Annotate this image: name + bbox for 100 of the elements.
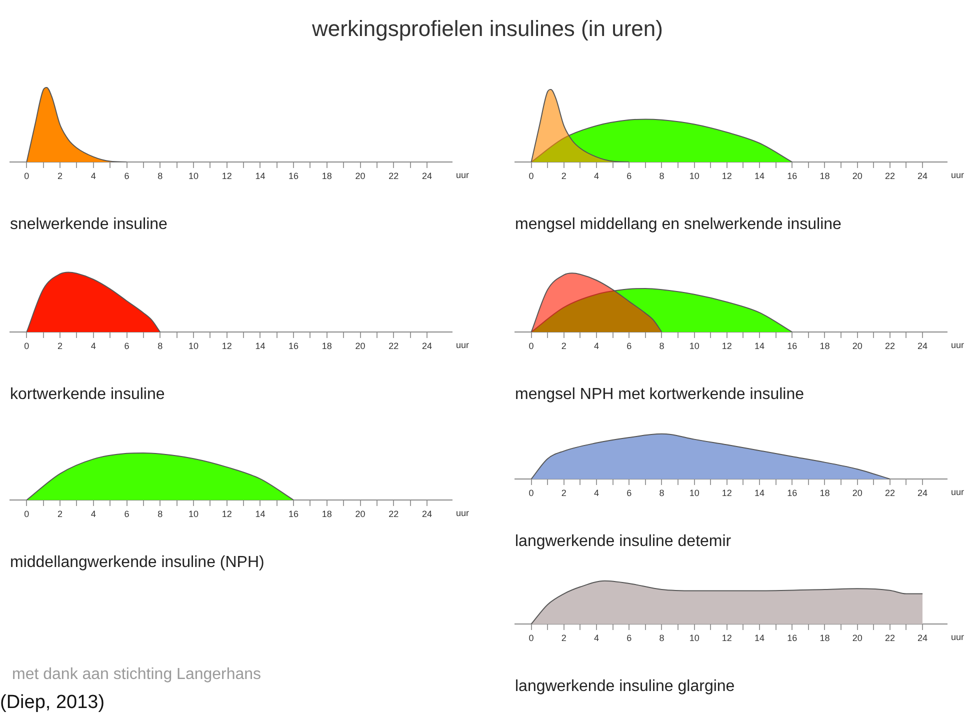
x-tick-label: 2 [58,508,63,519]
x-tick-label: 0 [528,340,534,351]
x-tick-label: 8 [158,170,163,181]
x-tick-label: 16 [787,340,798,351]
x-tick-label: 14 [754,632,765,643]
text: langwerkende insuline glargine [515,678,735,695]
x-tick-label: 6 [626,170,632,181]
x-tick-label: 4 [594,340,600,351]
text: werkingsprofielen insulines (in uren) [311,16,664,42]
x-tick-label: 8 [659,340,664,351]
x-tick-label: 24 [422,170,432,181]
x-tick-label: 6 [124,508,130,519]
x-tick-label: 22 [884,170,895,181]
x-tick-label: 14 [754,170,765,181]
x-tick-label: 12 [722,170,732,181]
x-axis-title: uur [951,486,964,497]
x-tick-label: 20 [355,170,366,181]
x-tick-label: 20 [355,340,366,351]
x-tick-label: 18 [322,340,332,351]
x-tick-label: 4 [594,632,600,643]
x-tick-label: 18 [322,170,332,181]
x-tick-label: 12 [222,170,232,181]
x-tick-label: 18 [820,340,830,351]
x-tick-label: 4 [594,488,600,498]
x-tick-label: 12 [722,340,732,351]
x-tick-label: 2 [58,340,63,351]
x-tick-label: 18 [820,170,830,181]
x-tick-label: 8 [158,508,163,519]
x-tick-label: 14 [255,170,266,181]
x-tick-label: 10 [188,340,198,351]
text: kortwerkende insuline [10,386,165,403]
x-tick-label: 6 [124,340,130,351]
x-tick-label: 2 [58,170,63,181]
x-tick-label: 22 [388,170,399,181]
x-tick-label: 24 [918,340,928,351]
x-tick-label: 8 [659,488,664,498]
x-tick-label: 10 [689,340,700,351]
x-tick-label: 4 [90,508,96,519]
x-tick-label: 6 [626,632,632,643]
x-tick-label: 2 [561,170,566,181]
x-tick-label: 4 [90,340,96,351]
text: snelwerkende insuline [10,216,168,233]
x-tick-label: 14 [255,340,266,351]
x-tick-label: 0 [24,508,30,519]
x-tick-label: 24 [918,170,928,181]
x-tick-label: 22 [884,340,895,351]
x-tick-label: 2 [561,632,566,643]
x-tick-label: 20 [852,340,862,351]
x-tick-label: 24 [422,340,432,351]
x-tick-label: 6 [626,340,632,351]
text: middellangwerkende insuline (NPH) [10,554,264,571]
x-tick-label: 20 [852,488,862,498]
x-tick-label: 0 [528,170,534,181]
x-tick-label: 12 [222,340,232,351]
x-tick-label: 16 [288,170,299,181]
x-axis-title: uur [456,340,470,350]
x-tick-label: 18 [820,488,830,498]
x-tick-label: 14 [754,340,765,351]
x-axis-title: uur [951,632,964,642]
x-axis-title: uur [456,170,470,180]
x-tick-label: 12 [722,632,732,643]
x-tick-label: 16 [787,632,798,643]
x-tick-label: 8 [659,632,664,643]
x-tick-label: 10 [188,170,198,181]
x-tick-label: 20 [355,508,366,519]
text: met dank aan stichting Langerhans [12,666,262,684]
x-tick-label: 22 [884,488,895,498]
x-tick-label: 2 [561,488,566,498]
x-tick-label: 6 [626,488,632,498]
x-tick-label: 0 [24,340,30,351]
x-tick-label: 22 [884,632,895,643]
x-tick-label: 10 [689,488,700,498]
x-axis-title: uur [951,170,964,180]
x-tick-label: 18 [820,632,830,643]
x-tick-label: 24 [422,508,432,519]
x-tick-label: 4 [90,170,96,181]
x-tick-label: 0 [528,632,534,643]
x-tick-label: 10 [689,632,700,643]
text: mengsel middellang en snelwerkende insuline [515,216,842,233]
x-axis-title: uur [951,340,964,350]
x-tick-label: 16 [787,488,798,498]
x-tick-label: 24 [918,632,928,643]
x-axis-title: uur [456,508,470,518]
x-tick-label: 0 [528,488,534,498]
text: langwerkende insuline detemir [515,532,732,550]
x-tick-label: 24 [918,488,928,498]
x-tick-label: 8 [659,170,664,181]
x-tick-label: 12 [722,488,732,498]
x-tick-label: 16 [787,170,798,181]
x-tick-label: 12 [222,508,232,519]
x-tick-label: 18 [322,508,332,519]
x-tick-label: 20 [852,170,862,181]
x-tick-label: 22 [388,508,399,519]
x-tick-label: 2 [561,340,566,351]
x-tick-label: 6 [124,170,130,181]
x-tick-label: 14 [255,508,266,519]
x-tick-label: 22 [388,340,399,351]
x-tick-label: 0 [24,170,30,181]
x-tick-label: 4 [594,170,600,181]
x-tick-label: 8 [158,340,163,351]
